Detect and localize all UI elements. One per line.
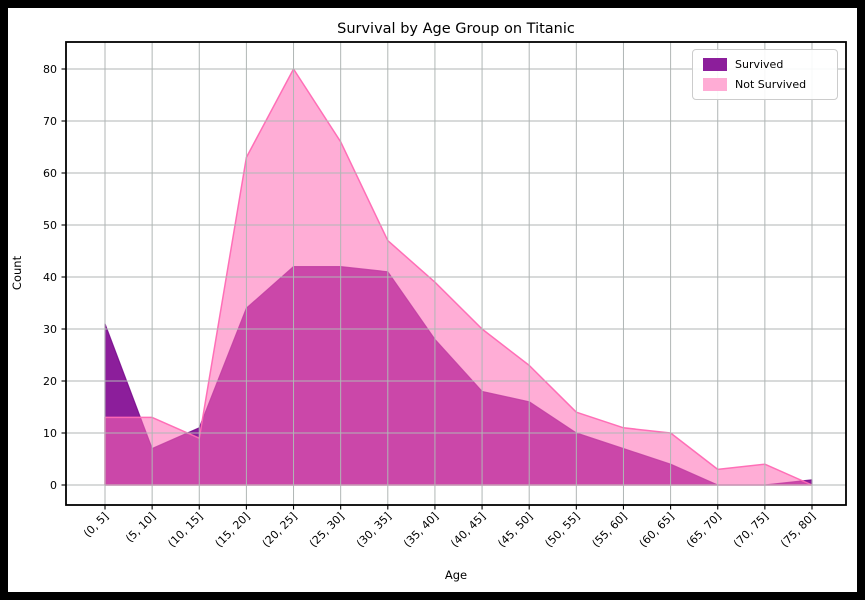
legend-swatch-survived [703, 58, 727, 71]
y-tick-label: 80 [43, 63, 57, 76]
legend-item-not-survived: Not Survived [703, 78, 827, 91]
x-axis-label: Age [445, 568, 467, 582]
y-tick-label: 50 [43, 219, 57, 232]
y-tick-label: 0 [50, 479, 57, 492]
gridlines [66, 42, 846, 505]
y-tick-label: 20 [43, 375, 57, 388]
y-tick-label: 60 [43, 167, 57, 180]
legend-swatch-not-survived [703, 78, 727, 91]
y-tick-label: 70 [43, 115, 57, 128]
chart-title: Survival by Age Group on Titanic [337, 21, 575, 37]
y-tick-label: 40 [43, 271, 57, 284]
legend-item-survived: Survived [703, 58, 827, 71]
y-axis-label: Count [10, 255, 24, 290]
y-tick-label: 30 [43, 323, 57, 336]
legend-label-survived: Survived [735, 58, 784, 71]
legend: Survived Not Survived [692, 49, 838, 100]
tick-marks [61, 68, 813, 510]
y-tick-label: 10 [43, 427, 57, 440]
legend-label-not-survived: Not Survived [735, 78, 807, 91]
plot-frame [65, 41, 847, 506]
